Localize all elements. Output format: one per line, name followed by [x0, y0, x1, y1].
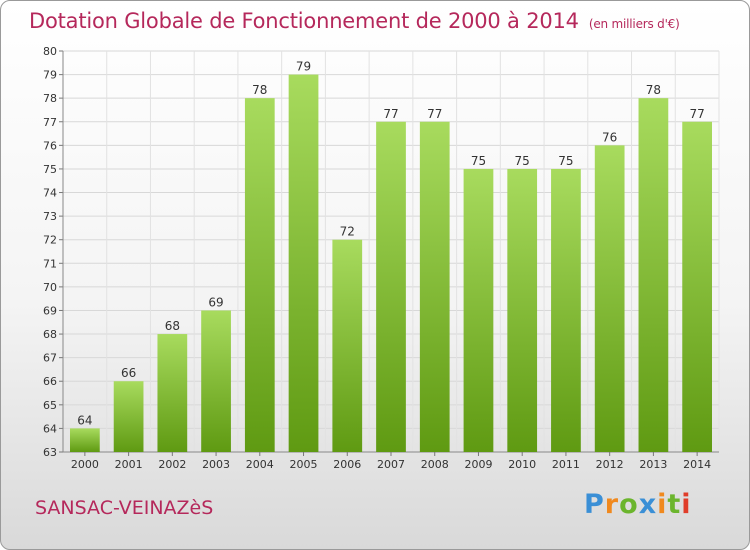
logo-letter: P [584, 489, 605, 520]
x-tick-label-2010: 2010 [508, 458, 536, 471]
data-label-2010: 75 [515, 154, 530, 168]
y-tick-label: 63 [43, 446, 57, 459]
y-tick-label: 72 [43, 234, 57, 247]
data-label-2014: 77 [689, 107, 704, 121]
x-tick-label-2000: 2000 [71, 458, 99, 471]
logo-letter: x [638, 489, 658, 520]
x-tick-label-2003: 2003 [202, 458, 230, 471]
bars [69, 74, 713, 453]
data-label-2008: 77 [427, 107, 442, 121]
bar-2011 [551, 168, 581, 453]
data-label-2003: 69 [208, 295, 223, 309]
x-tick-label-2009: 2009 [464, 458, 492, 471]
x-tick-label-2008: 2008 [421, 458, 449, 471]
x-tick-label-2002: 2002 [158, 458, 186, 471]
y-tick-label: 68 [43, 328, 57, 341]
bar-2014 [682, 121, 713, 452]
chart-title: Dotation Globale de Fonctionnement de 20… [29, 9, 680, 33]
bar-2008 [419, 121, 450, 452]
town-name: SANSAC-VEINAZèS [35, 497, 214, 519]
x-tick-label-2011: 2011 [552, 458, 580, 471]
data-label-2006: 72 [340, 225, 355, 239]
data-label-2011: 75 [558, 154, 573, 168]
labels: 63 64 65 66 67 68 69 70 71 72 73 74 75 76 77 78 79 80 64 20… [43, 45, 711, 471]
bar-2012 [594, 145, 625, 452]
y-tick-label: 78 [43, 92, 57, 105]
bar-2004 [244, 98, 275, 453]
data-label-2004: 78 [252, 83, 267, 97]
y-tick-label: 70 [43, 281, 57, 294]
chart-title-text: Dotation Globale de Fonctionnement de 20… [29, 9, 579, 33]
logo-letter: t [667, 489, 682, 520]
bar-2001 [113, 381, 144, 452]
logo-letter: i [657, 489, 668, 520]
x-tick-label-2005: 2005 [290, 458, 318, 471]
x-tick-label-2014: 2014 [683, 458, 711, 471]
y-tick-label: 74 [43, 187, 57, 200]
bar-2005 [288, 74, 319, 453]
y-tick-label: 65 [43, 399, 57, 412]
x-tick-label-2007: 2007 [377, 458, 405, 471]
x-tick-label-2001: 2001 [115, 458, 143, 471]
data-label-2009: 75 [471, 154, 486, 168]
data-label-2007: 77 [383, 107, 398, 121]
data-label-2000: 64 [77, 413, 92, 427]
y-tick-label: 73 [43, 210, 57, 223]
y-tick-label: 75 [43, 163, 57, 176]
data-label-2005: 79 [296, 60, 311, 74]
data-label-2013: 78 [646, 83, 661, 97]
data-label-2012: 76 [602, 130, 617, 144]
x-tick-label-2004: 2004 [246, 458, 274, 471]
chart-unit: (en milliers d'€) [588, 17, 680, 31]
y-tick-label: 66 [43, 375, 57, 388]
data-label-2001: 66 [121, 366, 136, 380]
data-label-2002: 68 [165, 319, 180, 333]
x-tick-label-2012: 2012 [596, 458, 624, 471]
bar-2003 [201, 310, 231, 452]
y-tick-label: 76 [43, 139, 57, 152]
bar-2007 [376, 121, 406, 452]
y-tick-label: 79 [43, 69, 57, 82]
bar-2009 [463, 168, 494, 453]
proxiti-logo[interactable]: Proxiti [584, 489, 692, 520]
y-tick-label: 64 [43, 422, 57, 435]
y-tick-label: 71 [43, 257, 57, 270]
logo-letter: i [681, 489, 692, 520]
logo-letter: o [619, 489, 639, 520]
x-tick-label-2006: 2006 [333, 458, 361, 471]
y-tick-label: 80 [43, 45, 57, 58]
bar-2013 [638, 98, 669, 453]
y-tick-label: 69 [43, 304, 57, 317]
logo-letter: r [604, 489, 620, 520]
bar-2010 [507, 168, 538, 453]
bar-2006 [332, 239, 363, 452]
x-tick-label-2013: 2013 [639, 458, 667, 471]
y-tick-label: 77 [43, 116, 57, 129]
y-tick-label: 67 [43, 352, 57, 365]
bar-2000 [69, 428, 100, 452]
bar-2002 [157, 334, 188, 452]
